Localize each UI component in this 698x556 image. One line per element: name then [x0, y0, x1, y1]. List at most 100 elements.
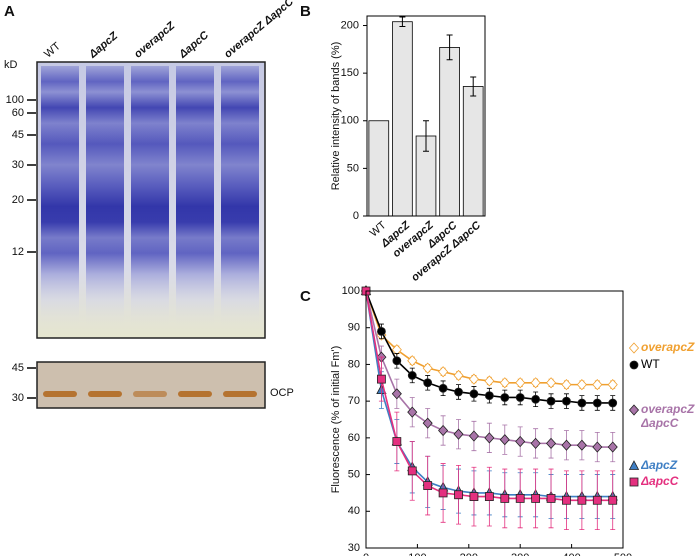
plot-frame	[366, 15, 486, 217]
marker	[422, 417, 433, 429]
marker	[468, 430, 479, 442]
marker	[469, 389, 479, 399]
x-tick-label: 400	[562, 552, 580, 556]
plot-frame	[365, 290, 624, 549]
marker	[468, 373, 479, 385]
marker	[422, 362, 433, 374]
marker	[546, 377, 557, 389]
gel-lane	[221, 66, 259, 326]
marker	[407, 371, 417, 380]
marker	[407, 355, 418, 367]
legend-label: ΔapcC	[641, 474, 679, 488]
marker	[546, 396, 556, 406]
marker	[592, 495, 602, 505]
gel-lane	[41, 66, 79, 326]
error-bar	[423, 120, 429, 152]
legend-marker	[628, 460, 640, 470]
marker-label: 12	[12, 246, 24, 258]
marker	[592, 379, 603, 391]
marker-label: 30	[12, 392, 24, 404]
marker-label: 20	[12, 194, 24, 206]
marker	[454, 490, 463, 500]
y-tick-label: 90	[348, 322, 360, 334]
marker	[499, 377, 510, 389]
lane-label: overapcZ ΔapcC	[222, 0, 297, 61]
marker	[577, 495, 587, 505]
marker	[453, 369, 464, 382]
marker	[392, 356, 402, 366]
error-bar	[399, 16, 406, 27]
panel-label: C	[300, 288, 311, 305]
marker	[515, 435, 526, 448]
marker	[423, 378, 433, 388]
y-tick-label: 30	[348, 542, 360, 554]
x-tick-label: 500	[614, 552, 632, 556]
marker	[530, 437, 541, 449]
marker	[484, 391, 494, 401]
gel-lane	[131, 66, 169, 326]
marker-label: 60	[12, 107, 24, 119]
marker	[515, 494, 525, 503]
legend-label: WT	[641, 357, 660, 371]
marker	[592, 398, 602, 408]
marker	[484, 375, 495, 387]
legend-entry: overapcZ ΔapcC	[641, 402, 695, 430]
x-tick-label: 100	[408, 552, 426, 556]
y-tick-label: 50	[348, 468, 360, 480]
legend-entry: WT	[641, 357, 660, 371]
marker	[499, 434, 510, 446]
marker	[484, 492, 494, 502]
marker	[515, 393, 525, 402]
lane-label: overapcZ	[132, 19, 178, 60]
legend-entry: ΔapcZ	[641, 458, 678, 472]
marker	[391, 388, 402, 400]
legend-entry: overapcZ	[641, 340, 695, 354]
blot-label: OCP	[270, 387, 294, 399]
blot-band	[178, 391, 212, 397]
legend-marker	[629, 360, 639, 370]
marker	[531, 394, 541, 404]
marker	[531, 494, 541, 503]
marker	[576, 439, 587, 451]
marker	[515, 377, 526, 389]
x-tick-label: 0	[363, 552, 369, 556]
gel-unit: kD	[4, 59, 18, 71]
blot-band	[133, 391, 167, 397]
y-tick-label: 100	[342, 285, 360, 297]
marker	[608, 398, 618, 408]
blot	[36, 361, 266, 409]
marker	[392, 437, 402, 446]
marker	[438, 488, 448, 498]
marker	[377, 326, 386, 336]
marker	[469, 492, 479, 502]
legend-label: overapcZ ΔapcC	[641, 402, 695, 430]
bar	[462, 86, 484, 217]
legend-marker	[628, 404, 640, 416]
marker	[561, 379, 572, 391]
y-tick-label: 60	[348, 432, 360, 444]
y-tick-label: 150	[341, 67, 359, 79]
blot-band	[88, 391, 122, 397]
marker-label: 45	[12, 129, 24, 141]
legend-entry: ΔapcC	[641, 474, 679, 488]
marker	[607, 379, 618, 391]
y-tick-label: 200	[341, 19, 359, 31]
marker-label: 100	[6, 94, 24, 106]
error-bar	[470, 76, 477, 97]
marker	[438, 383, 448, 393]
x-tick-label: 200	[460, 552, 478, 556]
marker	[607, 441, 618, 453]
marker	[546, 437, 557, 449]
legend-label: ΔapcZ	[641, 458, 678, 472]
series-line	[365, 290, 613, 386]
blot-band	[43, 391, 77, 397]
marker	[423, 481, 433, 490]
y-axis-label: Relative intensity of bands (%)	[330, 42, 342, 191]
marker	[530, 377, 541, 389]
y-tick-label: 80	[348, 358, 360, 370]
marker-label: 30	[12, 159, 24, 171]
panel-label: A	[4, 3, 15, 20]
legend-label: overapcZ	[641, 340, 695, 354]
marker	[500, 494, 510, 503]
y-tick-label: 0	[353, 210, 359, 222]
